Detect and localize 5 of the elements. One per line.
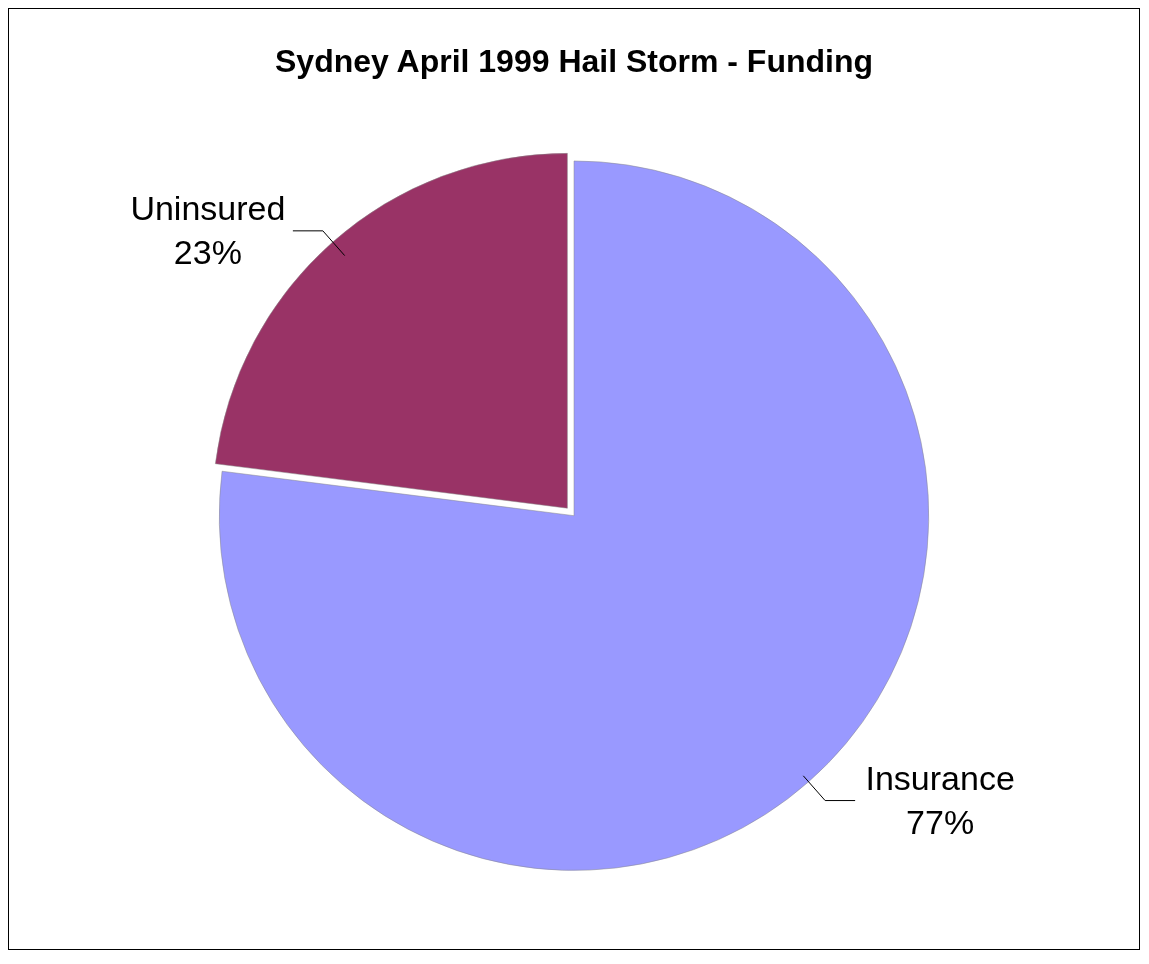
slice-label: Uninsured bbox=[130, 189, 286, 228]
slice-label: Insurance bbox=[865, 758, 1015, 797]
data-label: 77% bbox=[906, 802, 975, 841]
chart-title: Sydney April 1999 Hail Storm - Funding bbox=[274, 43, 874, 80]
data-label: 23% bbox=[173, 233, 242, 272]
